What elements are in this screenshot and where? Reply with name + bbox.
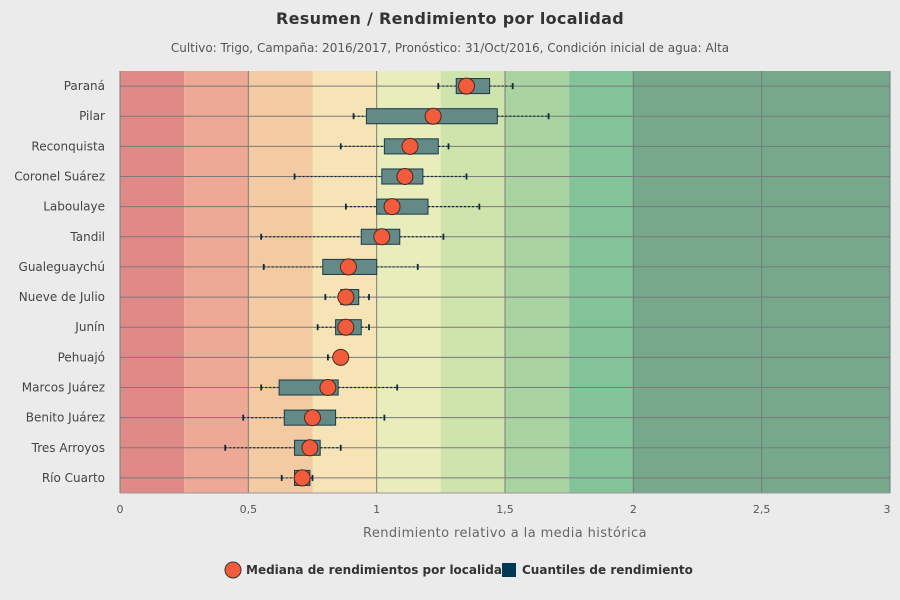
x-tick-label: 2 [630, 503, 637, 516]
y-label-Gualeguaychú: Gualeguaychú [19, 260, 105, 274]
median-point-Pehuajó[interactable] [332, 348, 350, 366]
x-axis-ticks: 0 0,5 1 1,5 2 2,5 3 [117, 503, 891, 516]
y-label-Tres Arroyos: Tres Arroyos [31, 441, 105, 455]
median-point-Paraná[interactable] [458, 77, 475, 95]
x-tick-label: 2,5 [753, 503, 771, 516]
y-label-Pilar: Pilar [79, 109, 105, 123]
legend: Mediana de rendimientos por localidad Cu… [224, 561, 693, 579]
x-tick-label: 0,5 [240, 503, 258, 516]
median-point-Laboulaye[interactable] [383, 198, 401, 216]
background-band-3 [312, 71, 377, 493]
chart-subtitle: Cultivo: Trigo, Campaña: 2016/2017, Pron… [171, 41, 729, 55]
median-series [293, 77, 475, 487]
legend-quantile-label: Cuantiles de rendimiento [522, 563, 693, 577]
y-label-Nueve de Julio: Nueve de Julio [19, 290, 105, 304]
legend-item-quantiles[interactable]: Cuantiles de rendimiento [502, 563, 693, 577]
x-tick-label: 1,5 [496, 503, 514, 516]
background-band-2 [248, 71, 313, 493]
median-point-Junín[interactable] [337, 318, 355, 336]
median-point-Coronel Suárez[interactable] [396, 168, 414, 185]
grid-lines [119, 71, 891, 494]
median-point-Tandil[interactable] [373, 228, 391, 246]
median-point-Pilar[interactable] [424, 107, 442, 125]
x-tick-label: 0 [117, 503, 124, 516]
y-label-Tandil: Tandil [69, 230, 105, 244]
y-axis-labels: Paraná Pilar Reconquista Coronel Suárez Labo… [14, 79, 105, 485]
y-label-Pehuajó: Pehuajó [58, 350, 105, 364]
y-label-Río Cuarto: Río Cuarto [42, 471, 105, 485]
x-axis-title: Rendimiento relativo a la media históric… [363, 526, 647, 541]
y-label-Paraná: Paraná [64, 79, 105, 93]
legend-median-marker [224, 561, 242, 579]
legend-quantile-swatch [502, 563, 516, 577]
median-point-Gualeguaychú[interactable] [339, 258, 357, 276]
y-label-Benito Juárez: Benito Juárez [26, 411, 105, 425]
median-point-Marcos Juárez[interactable] [319, 379, 337, 396]
x-tick-label: 3 [884, 503, 891, 516]
legend-item-median[interactable]: Mediana de rendimientos por localidad [224, 561, 511, 579]
median-point-Benito Juárez[interactable] [304, 409, 321, 427]
background-band-6 [505, 71, 570, 493]
background-band-5 [440, 71, 505, 493]
y-label-Marcos Juárez: Marcos Juárez [22, 381, 105, 395]
median-point-Nueve de Julio[interactable] [337, 288, 355, 306]
background-band-1 [184, 71, 249, 493]
chart-title: Resumen / Rendimiento por localidad [276, 9, 624, 28]
y-label-Junín: Junín [74, 320, 105, 334]
median-point-Reconquista[interactable] [401, 137, 419, 155]
performance-bands [120, 71, 890, 493]
background-band-0 [120, 71, 185, 493]
median-point-Río Cuarto[interactable] [293, 469, 311, 487]
legend-median-label: Mediana de rendimientos por localidad [246, 563, 511, 577]
background-band-4 [376, 71, 441, 493]
y-label-Coronel Suárez: Coronel Suárez [14, 170, 105, 184]
median-point-Tres Arroyos[interactable] [301, 439, 319, 457]
y-label-Laboulaye: Laboulaye [43, 200, 105, 214]
background-band-7 [569, 71, 634, 493]
x-tick-label: 1 [373, 503, 380, 516]
y-label-Reconquista: Reconquista [31, 139, 105, 153]
